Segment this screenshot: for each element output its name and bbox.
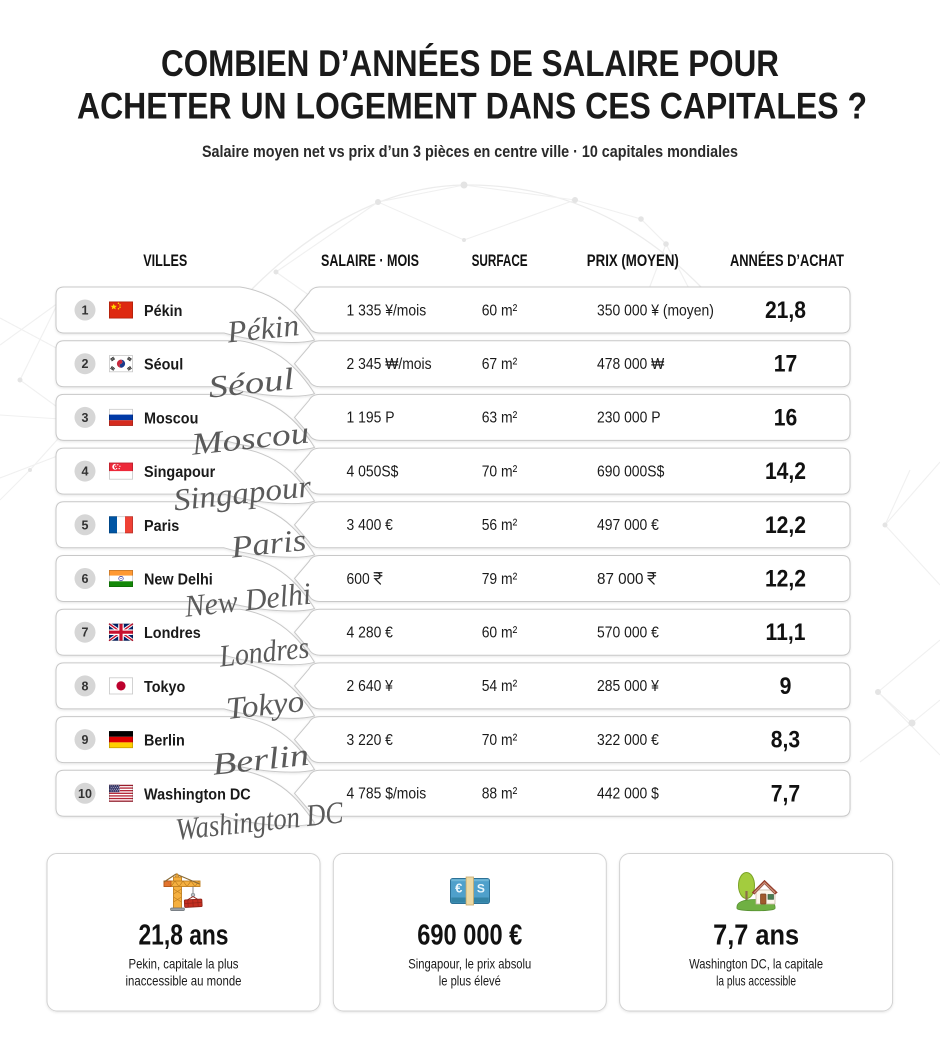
- svg-text:10: 10: [78, 787, 92, 801]
- svg-text:8: 8: [82, 679, 89, 693]
- svg-text:5: 5: [82, 518, 89, 532]
- svg-text:497 000 €: 497 000 €: [597, 517, 659, 534]
- svg-text:€: €: [455, 881, 462, 896]
- svg-text:3 400 €: 3 400 €: [347, 517, 393, 534]
- svg-text:690 000S$: 690 000S$: [597, 463, 664, 480]
- svg-text:690 000 €: 690 000 €: [417, 920, 522, 952]
- svg-text:Salaire moyen net vs prix d’un: Salaire moyen net vs prix d’un 3 pièces …: [202, 142, 738, 161]
- svg-text:12,2: 12,2: [765, 566, 806, 593]
- svg-text:SALAIRE · MOIS: SALAIRE · MOIS: [321, 252, 419, 270]
- svg-text:600: 600: [347, 571, 370, 588]
- svg-text:1 195 P: 1 195 P: [347, 410, 395, 427]
- svg-text:56 m²: 56 m²: [482, 517, 518, 534]
- svg-text:SURFACE: SURFACE: [472, 252, 528, 270]
- svg-text:67 m²: 67 m²: [482, 356, 518, 373]
- svg-text:79 m²: 79 m²: [482, 571, 518, 588]
- svg-text:Paris: Paris: [144, 518, 179, 535]
- svg-text:Pékin: Pékin: [224, 307, 300, 349]
- svg-text:60 m²: 60 m²: [482, 625, 518, 642]
- svg-text:7,7: 7,7: [771, 780, 800, 807]
- svg-text:Séoul: Séoul: [144, 357, 183, 374]
- svg-text:COMBIEN D’ANNÉES DE SALAIRE PO: COMBIEN D’ANNÉES DE SALAIRE POUR: [161, 43, 779, 84]
- svg-text:60 m²: 60 m²: [482, 302, 518, 319]
- svg-text:11,1: 11,1: [766, 619, 806, 646]
- svg-text:7,7 ans: 7,7 ans: [713, 920, 799, 952]
- svg-text:478 000 ₩: 478 000 ₩: [597, 356, 664, 373]
- svg-text:Berlin: Berlin: [144, 733, 185, 750]
- svg-text:Singapour, le prix absolu: Singapour, le prix absolu: [408, 956, 531, 972]
- svg-text:PRIX (MOYEN): PRIX (MOYEN): [587, 252, 679, 270]
- svg-text:9: 9: [780, 673, 792, 700]
- svg-text:63 m²: 63 m²: [482, 410, 518, 427]
- svg-text:Tokyo: Tokyo: [225, 683, 306, 726]
- svg-text:2 640 ¥: 2 640 ¥: [347, 678, 393, 695]
- svg-text:21,8 ans: 21,8 ans: [139, 920, 229, 952]
- svg-text:Moscou: Moscou: [144, 410, 198, 427]
- svg-text:S: S: [477, 882, 485, 896]
- svg-text:3: 3: [82, 411, 89, 425]
- svg-text:1 335 ¥/mois: 1 335 ¥/mois: [347, 302, 427, 319]
- svg-text:Pekin, capitale la plus: Pekin, capitale la plus: [129, 956, 239, 972]
- svg-text:New Delhi: New Delhi: [144, 572, 213, 589]
- svg-text:88 m²: 88 m²: [482, 786, 518, 803]
- svg-text:2 345 ₩/mois: 2 345 ₩/mois: [347, 356, 432, 373]
- svg-text:1: 1: [82, 304, 89, 318]
- svg-text:70 m²: 70 m²: [482, 463, 518, 480]
- svg-text:14,2: 14,2: [765, 458, 806, 485]
- svg-text:Washington DC, la capitale: Washington DC, la capitale: [689, 956, 823, 972]
- svg-text:VILLES: VILLES: [143, 252, 187, 270]
- svg-text:322 000 €: 322 000 €: [597, 732, 659, 749]
- svg-text:la plus accessible: la plus accessible: [716, 973, 796, 989]
- svg-text:ACHETER UN LOGEMENT DANS CES C: ACHETER UN LOGEMENT DANS CES CAPITALES ?: [77, 86, 867, 127]
- svg-text:2: 2: [82, 357, 89, 371]
- svg-text:3 220 €: 3 220 €: [347, 732, 393, 749]
- svg-text:230 000 P: 230 000 P: [597, 410, 661, 427]
- svg-text:8,3: 8,3: [771, 727, 800, 754]
- svg-text:inaccessible au monde: inaccessible au monde: [126, 973, 242, 989]
- svg-text:4 785 $/mois: 4 785 $/mois: [347, 786, 427, 803]
- svg-text:Londres: Londres: [144, 625, 201, 642]
- svg-text:4 050S$: 4 050S$: [347, 463, 399, 480]
- svg-text:54 m²: 54 m²: [482, 678, 518, 695]
- svg-text:9: 9: [82, 733, 89, 747]
- svg-text:Washington DC: Washington DC: [144, 786, 251, 803]
- svg-text:17: 17: [774, 351, 798, 378]
- svg-text:Paris: Paris: [228, 522, 307, 565]
- svg-text:350 000 ¥ (moyen): 350 000 ¥ (moyen): [597, 302, 714, 319]
- svg-text:7: 7: [82, 626, 89, 640]
- svg-text:6: 6: [82, 572, 89, 586]
- svg-text:12,2: 12,2: [765, 512, 806, 539]
- svg-text:4: 4: [82, 465, 89, 479]
- svg-text:442 000 $: 442 000 $: [597, 786, 659, 803]
- svg-text:Pékin: Pékin: [144, 303, 182, 320]
- svg-text:Singapour: Singapour: [144, 464, 215, 481]
- svg-text:285 000 ¥: 285 000 ¥: [597, 678, 659, 695]
- svg-text:Tokyo: Tokyo: [144, 679, 185, 696]
- svg-text:4 280 €: 4 280 €: [347, 625, 393, 642]
- svg-text:le plus élevé: le plus élevé: [439, 973, 501, 989]
- svg-text:70 m²: 70 m²: [482, 732, 518, 749]
- svg-text:570 000 €: 570 000 €: [597, 625, 659, 642]
- svg-text:16: 16: [774, 404, 798, 431]
- svg-text:87 000: 87 000: [597, 571, 644, 588]
- svg-text:ANNÉES D’ACHAT: ANNÉES D’ACHAT: [730, 251, 844, 270]
- svg-text:21,8: 21,8: [765, 297, 806, 324]
